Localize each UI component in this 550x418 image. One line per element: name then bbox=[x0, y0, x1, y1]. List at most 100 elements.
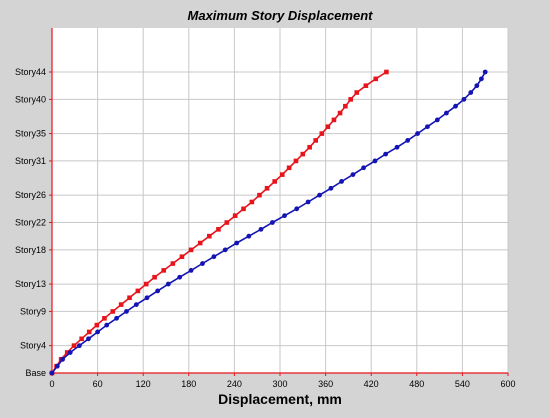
data-point bbox=[474, 83, 480, 89]
data-point bbox=[224, 220, 230, 225]
data-point bbox=[232, 213, 238, 218]
data-point bbox=[257, 192, 262, 198]
y-tick-label: Base bbox=[25, 368, 46, 378]
data-point bbox=[165, 281, 171, 287]
data-point bbox=[104, 322, 110, 328]
y-tick-label: Story31 bbox=[15, 156, 46, 166]
data-point bbox=[434, 117, 440, 123]
data-point bbox=[354, 90, 360, 95]
data-point bbox=[468, 90, 474, 95]
data-point bbox=[60, 356, 66, 362]
data-point bbox=[241, 206, 246, 212]
data-point bbox=[279, 172, 285, 177]
x-tick-label: 60 bbox=[93, 379, 103, 389]
y-tick-label: Story18 bbox=[15, 245, 46, 255]
y-tick-label: Story40 bbox=[15, 94, 46, 104]
data-point bbox=[135, 288, 141, 294]
data-point bbox=[133, 302, 139, 307]
data-point bbox=[246, 233, 252, 239]
data-point bbox=[343, 103, 348, 109]
data-point bbox=[363, 83, 369, 88]
data-point bbox=[307, 144, 312, 150]
data-point bbox=[282, 213, 287, 219]
y-tick-label: Story26 bbox=[15, 190, 46, 200]
data-point bbox=[305, 199, 311, 205]
data-point bbox=[94, 322, 100, 328]
data-point bbox=[405, 138, 411, 143]
data-point bbox=[124, 309, 129, 314]
data-point bbox=[249, 199, 255, 205]
data-point bbox=[118, 302, 124, 307]
y-tick-label: Story22 bbox=[15, 218, 46, 228]
data-point bbox=[114, 315, 119, 321]
data-point bbox=[64, 350, 70, 355]
data-point bbox=[197, 240, 203, 246]
y-tick-label: Story4 bbox=[20, 341, 46, 351]
series bbox=[49, 69, 488, 376]
x-tick-label: 300 bbox=[272, 379, 287, 389]
axes bbox=[51, 28, 508, 374]
data-point bbox=[325, 124, 331, 130]
data-point bbox=[152, 274, 157, 280]
x-tick-label: 240 bbox=[227, 379, 242, 389]
grid bbox=[49, 28, 509, 376]
y-tick-label: Story9 bbox=[20, 306, 46, 316]
data-point bbox=[95, 329, 100, 335]
data-point bbox=[348, 97, 353, 102]
data-point bbox=[293, 158, 299, 164]
data-point bbox=[272, 179, 277, 184]
data-point bbox=[361, 165, 366, 171]
data-point bbox=[479, 76, 484, 82]
data-point bbox=[79, 336, 84, 342]
data-point bbox=[425, 124, 430, 130]
data-point bbox=[415, 131, 420, 136]
data-point bbox=[482, 69, 488, 75]
data-point bbox=[71, 343, 77, 348]
series-2 bbox=[49, 69, 488, 376]
data-point bbox=[372, 158, 378, 164]
x-axis-label: Displacement, mm bbox=[218, 391, 342, 407]
data-point bbox=[286, 165, 292, 171]
data-point bbox=[337, 110, 343, 116]
x-tick-label: 600 bbox=[500, 379, 515, 389]
data-point bbox=[76, 343, 82, 349]
data-point bbox=[461, 96, 467, 102]
data-point bbox=[384, 69, 389, 75]
x-tick-label: 540 bbox=[455, 379, 470, 389]
y-tick-label: Story44 bbox=[15, 67, 46, 77]
x-tick-label: 0 bbox=[49, 379, 54, 389]
data-point bbox=[328, 185, 334, 191]
data-point bbox=[339, 179, 344, 184]
data-point bbox=[317, 192, 322, 198]
data-point bbox=[373, 76, 379, 82]
data-point bbox=[216, 227, 221, 232]
y-tick-label: Story13 bbox=[15, 279, 46, 289]
data-point bbox=[144, 295, 150, 301]
data-point bbox=[200, 261, 205, 266]
data-point bbox=[143, 281, 149, 287]
data-point bbox=[49, 370, 55, 376]
x-tick-label: 360 bbox=[318, 379, 333, 389]
y-tick-label: Story35 bbox=[15, 129, 46, 139]
x-tick-label: 120 bbox=[136, 379, 151, 389]
data-point bbox=[350, 172, 356, 178]
data-point bbox=[234, 240, 240, 246]
data-point bbox=[179, 254, 185, 260]
x-tick-label: 480 bbox=[409, 379, 424, 389]
x-tick-label: 180 bbox=[181, 379, 196, 389]
data-point bbox=[394, 144, 400, 150]
data-point bbox=[453, 103, 458, 109]
chart-title: Maximum Story Displacement bbox=[188, 8, 374, 23]
data-point bbox=[170, 261, 176, 266]
data-point bbox=[300, 151, 306, 157]
data-point bbox=[155, 288, 161, 294]
data-point bbox=[258, 226, 264, 232]
data-point bbox=[331, 117, 337, 123]
data-point bbox=[54, 363, 60, 369]
data-point bbox=[110, 309, 116, 314]
tick-labels: 0 60 120 180 240 300 360 420 480 540 600 Base Story4… bbox=[15, 67, 516, 389]
data-point bbox=[161, 268, 167, 273]
data-point bbox=[86, 329, 92, 335]
